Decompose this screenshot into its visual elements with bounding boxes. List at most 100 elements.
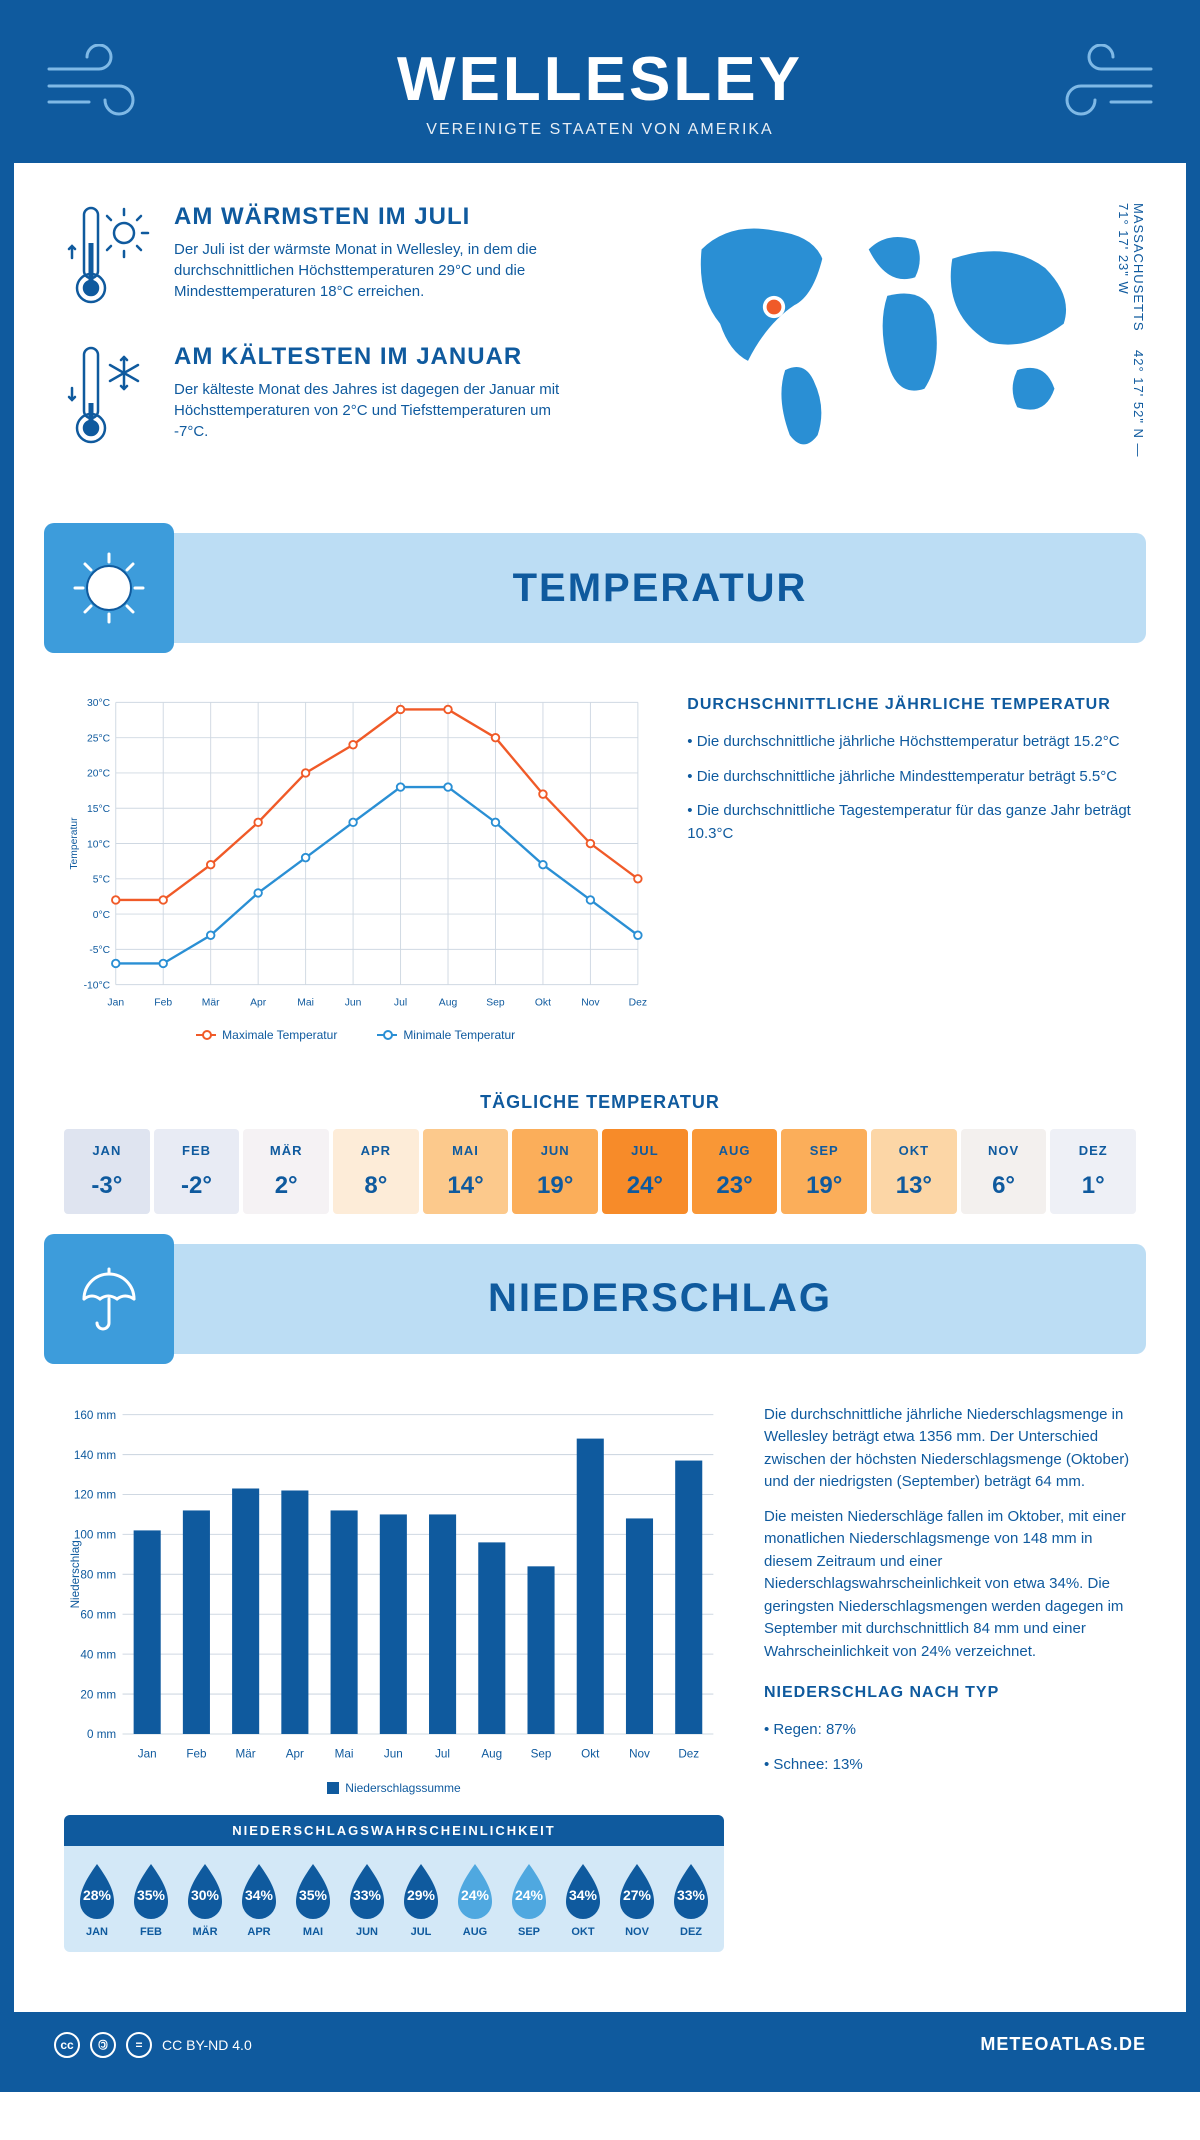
precip-bar-chart: 0 mm20 mm40 mm60 mm80 mm100 mm120 mm140 … bbox=[64, 1404, 724, 1952]
sun-icon bbox=[44, 523, 174, 653]
drop-cell: 35%FEB bbox=[126, 1860, 176, 1938]
precip-legend: Niederschlagssumme bbox=[64, 1781, 724, 1795]
country-subtitle: VEREINIGTE STAATEN VON AMERIKA bbox=[34, 121, 1166, 139]
svg-text:Jun: Jun bbox=[345, 997, 362, 1008]
drop-cell: 24%AUG bbox=[450, 1860, 500, 1938]
drop-cell: 24%SEP bbox=[504, 1860, 554, 1938]
precip-p1: Die durchschnittliche jährliche Niedersc… bbox=[764, 1404, 1136, 1494]
footer-site: METEOATLAS.DE bbox=[980, 2034, 1146, 2055]
temp-text-p2: • Die durchschnittliche jährliche Mindes… bbox=[687, 766, 1136, 789]
svg-text:25°C: 25°C bbox=[87, 733, 111, 744]
temp-cell: NOV6° bbox=[961, 1129, 1047, 1214]
legend-max: Maximale Temperatur bbox=[222, 1028, 337, 1042]
temp-text-title: DURCHSCHNITTLICHE JÄHRLICHE TEMPERATUR bbox=[687, 693, 1136, 717]
fact-cold-title: AM KÄLTESTEN IM JANUAR bbox=[174, 343, 580, 371]
temp-text: DURCHSCHNITTLICHE JÄHRLICHE TEMPERATUR •… bbox=[687, 693, 1136, 1042]
svg-text:60 mm: 60 mm bbox=[80, 1608, 116, 1621]
svg-text:Nov: Nov bbox=[581, 997, 600, 1008]
precip-prob-title: NIEDERSCHLAGSWAHRSCHEINLICHKEIT bbox=[64, 1815, 724, 1846]
drop-cell: 33%DEZ bbox=[666, 1860, 716, 1938]
fact-warmest: AM WÄRMSTEN IM JULI Der Juli ist der wär… bbox=[64, 203, 580, 313]
temp-cell: JUL24° bbox=[602, 1129, 688, 1214]
by-icon: 🄯 bbox=[90, 2032, 116, 2058]
svg-text:Apr: Apr bbox=[250, 997, 267, 1008]
fact-coldest: AM KÄLTESTEN IM JANUAR Der kälteste Mona… bbox=[64, 343, 580, 453]
svg-text:Nov: Nov bbox=[629, 1747, 650, 1760]
svg-text:Sep: Sep bbox=[486, 997, 505, 1008]
section-header-precip: NIEDERSCHLAG bbox=[54, 1244, 1146, 1354]
section-title-temp: TEMPERATUR bbox=[174, 566, 1146, 611]
svg-text:Jul: Jul bbox=[435, 1747, 450, 1760]
legend-min: Minimale Temperatur bbox=[403, 1028, 515, 1042]
svg-text:Okt: Okt bbox=[581, 1747, 600, 1760]
drop-cell: 34%OKT bbox=[558, 1860, 608, 1938]
drop-cell: 27%NOV bbox=[612, 1860, 662, 1938]
svg-text:40 mm: 40 mm bbox=[80, 1648, 116, 1661]
svg-text:140 mm: 140 mm bbox=[74, 1449, 116, 1462]
temp-cell: MAI14° bbox=[423, 1129, 509, 1214]
svg-text:Feb: Feb bbox=[186, 1747, 207, 1760]
temp-text-p3: • Die durchschnittliche Tagestemperatur … bbox=[687, 800, 1136, 845]
umbrella-icon bbox=[44, 1234, 174, 1364]
temp-cell: JAN-3° bbox=[64, 1129, 150, 1214]
svg-text:Feb: Feb bbox=[154, 997, 172, 1008]
svg-text:Dez: Dez bbox=[629, 997, 647, 1008]
svg-text:20°C: 20°C bbox=[87, 769, 111, 780]
precip-text: Die durchschnittliche jährliche Niedersc… bbox=[764, 1404, 1136, 1952]
svg-text:Jan: Jan bbox=[138, 1747, 157, 1760]
svg-text:Mär: Mär bbox=[202, 997, 220, 1008]
daily-temp-title: TÄGLICHE TEMPERATUR bbox=[14, 1092, 1186, 1113]
svg-text:Jul: Jul bbox=[394, 997, 407, 1008]
svg-text:Apr: Apr bbox=[286, 1747, 304, 1760]
svg-text:Mai: Mai bbox=[297, 997, 314, 1008]
temp-cell: APR8° bbox=[333, 1129, 419, 1214]
temp-text-p1: • Die durchschnittliche jährliche Höchst… bbox=[687, 731, 1136, 754]
city-title: WELLESLEY bbox=[34, 44, 1166, 115]
infographic-frame: WELLESLEY VEREINIGTE STAATEN VON AMERIKA bbox=[0, 0, 1200, 2092]
svg-text:0°C: 0°C bbox=[93, 910, 111, 921]
svg-text:15°C: 15°C bbox=[87, 804, 111, 815]
svg-text:Sep: Sep bbox=[531, 1747, 552, 1760]
svg-text:Dez: Dez bbox=[678, 1747, 699, 1760]
coordinates: MASSACHUSETTS 42° 17' 52" N — 71° 17' 23… bbox=[1116, 203, 1146, 483]
precip-p2: Die meisten Niederschläge fallen im Okto… bbox=[764, 1506, 1136, 1664]
temp-cell: DEZ1° bbox=[1050, 1129, 1136, 1214]
legend-precip: Niederschlagssumme bbox=[345, 1781, 460, 1795]
drop-cell: 33%JUN bbox=[342, 1860, 392, 1938]
svg-text:Jan: Jan bbox=[107, 997, 124, 1008]
svg-text:Okt: Okt bbox=[535, 997, 551, 1008]
footer: cc 🄯 = CC BY-ND 4.0 METEOATLAS.DE bbox=[14, 2012, 1186, 2078]
footer-license: cc 🄯 = CC BY-ND 4.0 bbox=[54, 2032, 252, 2058]
wind-icon-right bbox=[1036, 44, 1156, 124]
temp-legend: Maximale Temperatur Minimale Temperatur bbox=[64, 1028, 647, 1042]
world-map-icon bbox=[620, 203, 1136, 463]
map-column: MASSACHUSETTS 42° 17' 52" N — 71° 17' 23… bbox=[620, 203, 1136, 483]
svg-text:Mai: Mai bbox=[335, 1747, 354, 1760]
thermometer-sun-icon bbox=[64, 203, 154, 313]
temp-cell: FEB-2° bbox=[154, 1129, 240, 1214]
fact-warm-body: Der Juli ist der wärmste Monat in Welles… bbox=[174, 239, 580, 302]
svg-text:Aug: Aug bbox=[481, 1747, 502, 1760]
svg-text:-10°C: -10°C bbox=[84, 980, 111, 991]
svg-text:80 mm: 80 mm bbox=[80, 1568, 116, 1581]
temp-cell: OKT13° bbox=[871, 1129, 957, 1214]
svg-text:10°C: 10°C bbox=[87, 839, 111, 850]
wind-icon-left bbox=[44, 44, 164, 124]
intro-section: AM WÄRMSTEN IM JULI Der Juli ist der wär… bbox=[14, 163, 1186, 513]
drop-cell: 28%JAN bbox=[72, 1860, 122, 1938]
svg-text:-5°C: -5°C bbox=[89, 945, 110, 956]
temp-cell: AUG23° bbox=[692, 1129, 778, 1214]
license-text: CC BY-ND 4.0 bbox=[162, 2037, 252, 2053]
precip-probability: NIEDERSCHLAGSWAHRSCHEINLICHKEIT 28%JAN35… bbox=[64, 1815, 724, 1952]
drop-cell: 34%APR bbox=[234, 1860, 284, 1938]
state-label: MASSACHUSETTS bbox=[1131, 203, 1146, 332]
drop-cell: 35%MAI bbox=[288, 1860, 338, 1938]
section-title-precip: NIEDERSCHLAG bbox=[174, 1276, 1146, 1321]
svg-text:Jun: Jun bbox=[384, 1747, 403, 1760]
precip-type-title: NIEDERSCHLAG NACH TYP bbox=[764, 1681, 1136, 1705]
precip-chart-row: 0 mm20 mm40 mm60 mm80 mm100 mm120 mm140 … bbox=[14, 1374, 1186, 1982]
thermometer-snow-icon bbox=[64, 343, 154, 453]
precip-type-2: • Schnee: 13% bbox=[764, 1754, 1136, 1777]
svg-text:0 mm: 0 mm bbox=[87, 1728, 116, 1741]
precip-type-1: • Regen: 87% bbox=[764, 1719, 1136, 1742]
